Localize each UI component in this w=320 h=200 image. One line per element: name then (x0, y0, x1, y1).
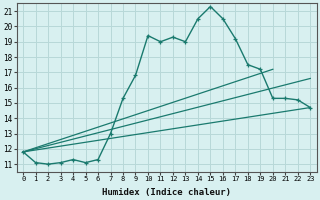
X-axis label: Humidex (Indice chaleur): Humidex (Indice chaleur) (102, 188, 231, 197)
